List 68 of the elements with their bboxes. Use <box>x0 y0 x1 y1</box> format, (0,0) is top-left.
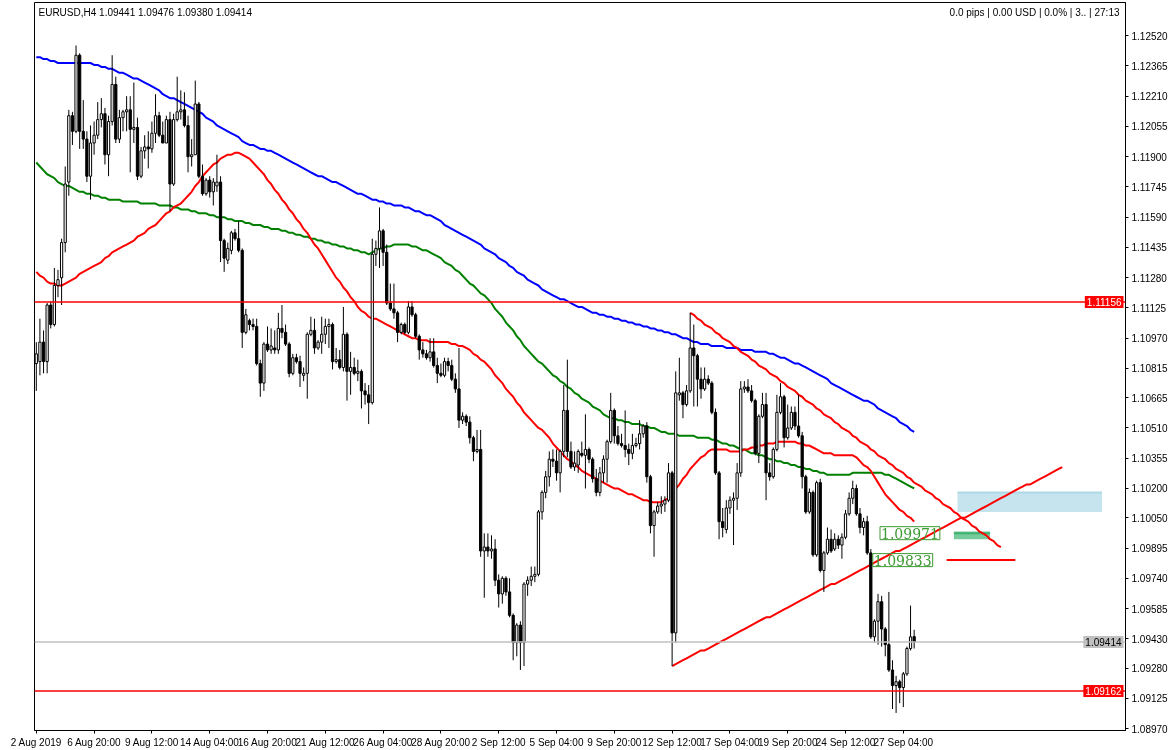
y-tick-label: 1.09895 <box>1131 543 1169 555</box>
y-tick-label: 1.09125 <box>1131 693 1169 705</box>
ref-line-label: 1.11156 <box>1086 296 1122 308</box>
candlestick <box>359 368 364 409</box>
candlestick <box>269 327 273 355</box>
candlestick <box>320 316 324 355</box>
candlestick <box>500 575 504 605</box>
y-tick-label: 1.11435 <box>1131 242 1168 254</box>
x-tick-label: 2 Aug 2019 <box>10 736 62 748</box>
candlestick <box>323 318 327 345</box>
x-tick-label: 9 Aug 12:00 <box>124 736 179 748</box>
y-tick-label: 1.09280 <box>1131 663 1169 675</box>
y-tick-label: 1.10050 <box>1131 512 1169 524</box>
x-tick-label: 24 Sep 12:00 <box>815 736 876 748</box>
y-tick-label: 1.10510 <box>1131 422 1169 434</box>
y-tick-label: 1.12520 <box>1131 30 1169 42</box>
annotation: 0.0 pips | 0.00 USD | 0.0% | 3.. | 27:13 <box>949 6 1120 18</box>
candlestick <box>572 450 577 472</box>
y-tick-label: 1.11125 <box>1131 302 1167 314</box>
x-tick-label: 27 Sep 04:00 <box>873 736 934 748</box>
y-tick-label: 1.12055 <box>1131 121 1169 133</box>
y-tick-label: 1.09430 <box>1131 633 1169 645</box>
candlestick <box>486 532 490 558</box>
x-tick-label: 28 Aug 20:00 <box>411 736 471 748</box>
y-tick-label: 1.11590 <box>1131 212 1168 224</box>
y-tick-label: 1.10355 <box>1131 453 1169 465</box>
candlestick <box>630 433 634 460</box>
y-tick-label: 1.11900 <box>1131 151 1168 163</box>
x-tick-label: 12 Sep 12:00 <box>642 736 703 748</box>
x-tick-label: 21 Aug 12:00 <box>295 736 355 748</box>
candlestick <box>125 95 129 132</box>
x-tick-label: 16 Aug 20:00 <box>237 736 298 748</box>
y-tick-label: 1.09740 <box>1131 573 1169 585</box>
x-tick-label: 9 Sep 20:00 <box>587 736 642 748</box>
ref-line-label: 1.09162 <box>1085 686 1122 698</box>
candlestick <box>377 206 382 269</box>
x-tick-label: 19 Sep 20:00 <box>757 736 818 748</box>
line-series <box>35 56 916 433</box>
x-tick-label: 6 Aug 20:00 <box>67 736 121 748</box>
y-tick-label: 1.10200 <box>1131 483 1169 495</box>
candlestick <box>692 324 696 408</box>
candlestick <box>428 337 432 363</box>
y-tick-label: 1.09585 <box>1131 603 1169 615</box>
y-tick-label: 1.11280 <box>1131 272 1168 284</box>
candlestick <box>724 499 728 534</box>
candlestick <box>912 629 916 650</box>
candlestick <box>829 528 833 554</box>
y-tick-label: 1.12210 <box>1131 91 1169 103</box>
candlestick <box>554 448 559 482</box>
y-tick-label: 1.11745 <box>1131 181 1168 193</box>
x-tick-label: 26 Aug 04:00 <box>353 736 413 748</box>
candlestick <box>442 357 447 378</box>
x-tick-label: 5 Sep 04:00 <box>529 736 584 748</box>
x-tick-label: 14 Aug 04:00 <box>179 736 240 748</box>
y-tick-label: 1.10970 <box>1131 333 1169 345</box>
candlestick <box>273 329 277 355</box>
y-tick-label: 1.10665 <box>1131 392 1169 404</box>
candlestick <box>298 355 302 388</box>
ref-line-label: 1.09414 <box>1085 636 1122 648</box>
data-label: 1.09833 <box>873 552 932 569</box>
chart-title: EURUSD,H4 1.09441 1.09476 1.09380 1.09414 <box>38 6 253 18</box>
y-tick-label: 1.10815 <box>1131 363 1169 375</box>
y-tick-label: 1.08970 <box>1131 723 1169 735</box>
candlestick <box>876 593 880 646</box>
candlestick <box>146 130 150 169</box>
x-tick-label: 2 Sep 12:00 <box>471 736 527 748</box>
candlestick <box>208 175 212 199</box>
y-tick-label: 1.12365 <box>1131 60 1169 72</box>
